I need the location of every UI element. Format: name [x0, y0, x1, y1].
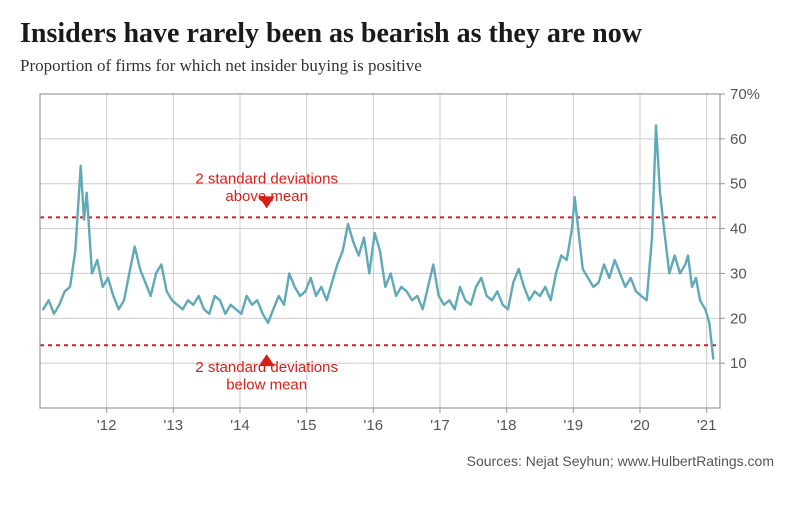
- svg-text:'21: '21: [697, 417, 717, 434]
- svg-text:30: 30: [730, 266, 747, 283]
- chart-subtitle: Proportion of firms for which net inside…: [20, 56, 780, 76]
- chart-source: Sources: Nejat Seyhun; www.HulbertRating…: [20, 453, 780, 469]
- svg-text:'14: '14: [230, 417, 250, 434]
- svg-text:'13: '13: [164, 417, 184, 434]
- chart-area: 10 20 30 40 50 60 70% '12 '13 '14 '15 '16 '17 '18 '19 '…: [20, 84, 780, 449]
- svg-text:'16: '16: [364, 417, 384, 434]
- svg-text:70%: 70%: [730, 86, 760, 103]
- svg-text:40: 40: [730, 221, 747, 238]
- svg-text:'20: '20: [630, 417, 650, 434]
- svg-text:10: 10: [730, 355, 747, 372]
- svg-text:2 standard deviations: 2 standard deviations: [195, 171, 338, 188]
- svg-text:50: 50: [730, 176, 747, 193]
- svg-text:'12: '12: [97, 417, 117, 434]
- svg-text:below mean: below mean: [226, 377, 307, 394]
- svg-text:60: 60: [730, 131, 747, 148]
- svg-text:2 standard deviations: 2 standard deviations: [195, 359, 338, 376]
- svg-text:20: 20: [730, 310, 747, 327]
- svg-text:'17: '17: [430, 417, 450, 434]
- line-chart: 10 20 30 40 50 60 70% '12 '13 '14 '15 '16 '17 '18 '19 '…: [20, 84, 780, 444]
- svg-text:'18: '18: [497, 417, 517, 434]
- chart-title: Insiders have rarely been as bearish as …: [20, 18, 780, 50]
- svg-text:'15: '15: [297, 417, 317, 434]
- svg-text:'19: '19: [564, 417, 584, 434]
